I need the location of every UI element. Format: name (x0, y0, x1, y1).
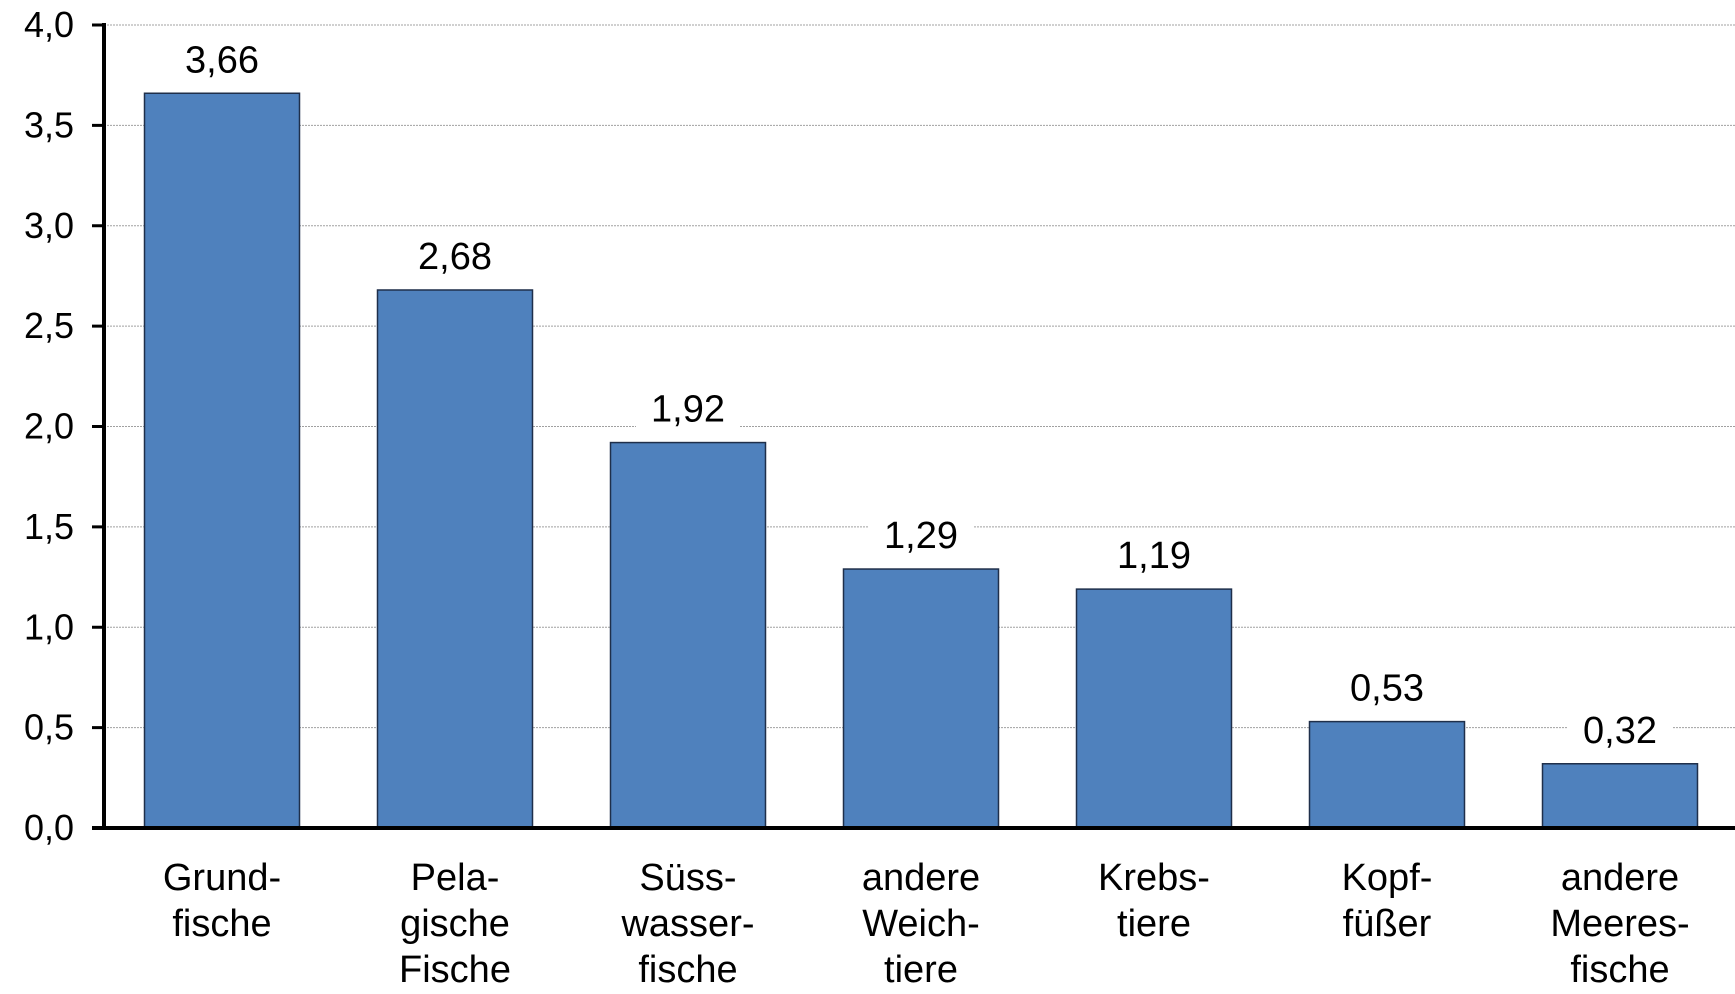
y-tick-label: 0,0 (24, 807, 74, 848)
y-tick-label: 4,0 (24, 4, 74, 45)
x-tick-label: Süss-wasser-fische (620, 857, 754, 989)
y-tick-label: 2,0 (24, 406, 74, 447)
value-label: 1,19 (1117, 535, 1191, 577)
value-label-background (869, 513, 973, 558)
value-label: 3,66 (185, 39, 259, 81)
value-label: 1,92 (651, 389, 725, 431)
x-tick-label-line: fische (172, 903, 271, 945)
x-tick-label-line: fische (638, 949, 737, 989)
bar (609, 441, 767, 829)
value-label: 1,29 (884, 515, 958, 557)
bar (1075, 588, 1233, 829)
value-label-background (1568, 707, 1672, 752)
y-tick-label: 0,5 (24, 707, 74, 748)
x-tick-label: andere Meeres-fische (1550, 857, 1689, 989)
x-tick-label-line: Pela- (411, 857, 500, 899)
x-tick-label: Krebs-tiere (1098, 857, 1210, 945)
x-tick-label-line: gische (400, 903, 510, 945)
bar (376, 289, 534, 829)
y-tick-label: 1,0 (24, 606, 74, 647)
y-tick-label: 3,0 (24, 205, 74, 246)
grid-lines (104, 24, 1735, 729)
x-tick-label-line: Krebs- (1098, 857, 1210, 899)
x-tick-label-line: tiere (884, 949, 958, 989)
x-tick-label-line: andere (1561, 857, 1679, 899)
value-label-background (1102, 533, 1206, 578)
x-tick-label-line: Süss- (639, 857, 736, 899)
x-tick-label-line: tiere (1117, 903, 1191, 945)
value-label: 0,53 (1350, 668, 1424, 710)
x-tick-label-line: füßer (1343, 903, 1432, 945)
x-tick-label-line: andere (862, 857, 980, 899)
bar (1308, 720, 1466, 829)
x-tick-label: Kopf-füßer (1342, 857, 1433, 945)
x-tick-label: Grund-fische (163, 857, 281, 945)
x-tick-label-line: Fische (399, 949, 511, 989)
x-tick-label-line: fische (1570, 949, 1669, 989)
x-tick-label-line: Kopf- (1342, 857, 1433, 899)
x-tick-label-line: Grund- (163, 857, 281, 899)
value-label-background (1335, 665, 1439, 710)
value-label: 2,68 (418, 236, 492, 278)
value-label-background (636, 386, 740, 431)
y-tick-label: 2,5 (24, 305, 74, 346)
x-tick-label-line: Weich- (862, 903, 980, 945)
axes (92, 23, 1735, 830)
value-label-background (403, 233, 507, 278)
x-tick-label-line: wasser- (620, 903, 754, 945)
x-tick-label-line: Meeres- (1550, 903, 1689, 945)
y-tick-label: 1,5 (24, 506, 74, 547)
bar (1541, 763, 1699, 829)
labels: 0,0 0,5 1,0 1,5 2,0 2,5 3,0 3,5 4,0 3,66 Grund-fis… (24, 4, 1690, 991)
y-tick-label: 3,5 (24, 104, 74, 145)
bars (143, 37, 1699, 829)
bar (842, 568, 1000, 829)
x-tick-label: Pela-gische Fische (399, 857, 511, 989)
x-tick-label: andere Weich-tiere (862, 857, 980, 989)
value-label-background (170, 37, 274, 82)
value-label: 0,32 (1583, 710, 1657, 752)
bar (143, 92, 301, 829)
